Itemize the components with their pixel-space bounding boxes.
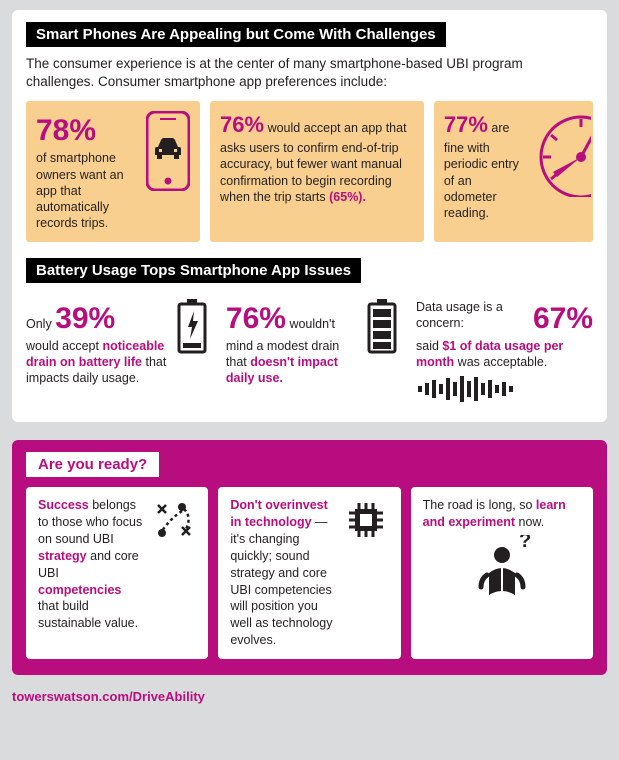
r3c: now. [515, 515, 544, 529]
c3-post: was acceptable. [454, 355, 547, 369]
card3-pct: 77% [444, 112, 488, 137]
chip-icon [343, 497, 389, 543]
c3-line: said [416, 339, 442, 353]
r1a: Success [38, 498, 89, 512]
soundwave-icon [416, 374, 526, 404]
ready-panel: Are you ready? Success belongs to those … [12, 440, 607, 675]
r3a: The road is long, so [423, 498, 536, 512]
phone-car-icon [146, 111, 190, 191]
strategy-icon [150, 497, 196, 543]
smartphone-panel: Smart Phones Are Appealing but Come With… [12, 10, 607, 422]
card2-pct2: (65%). [329, 190, 366, 204]
card-78: 78% of smartphone owners want an app tha… [26, 101, 200, 241]
c3-pre: Data usage is a concern: [416, 300, 503, 330]
r1e: competencies [38, 583, 121, 597]
c1-pre: Only [26, 317, 55, 331]
c1-l2a: would accept [26, 339, 102, 353]
ready-header: Are you ready? [26, 452, 159, 477]
reader-icon: ? [467, 535, 537, 607]
ready-card-2: Don't overinvest in technology — it's ch… [218, 487, 400, 659]
ready-card-1: Success belongs to those who focus on so… [26, 487, 208, 659]
battery-low-icon [176, 299, 208, 355]
battery-full-icon [366, 299, 398, 355]
section1-intro: The consumer experience is at the center… [26, 55, 593, 91]
card2-pct: 76% [220, 112, 264, 137]
section1-header: Smart Phones Are Appealing but Come With… [26, 22, 446, 47]
c2-pct: 76% [226, 302, 286, 335]
section2-header: Battery Usage Tops Smartphone App Issues [26, 258, 361, 283]
r1c: strategy [38, 549, 87, 563]
svg-text:?: ? [519, 535, 531, 552]
r1f: that build sustainable value. [38, 599, 138, 630]
card-77: 77% are fine with periodic entry of an o… [434, 101, 593, 241]
odometer-icon [533, 107, 591, 197]
r2b: — it's changing quickly; sound strategy … [230, 515, 332, 647]
card1-pct: 78% [36, 114, 96, 147]
footer-url: towerswatson.com/DriveAbility [12, 689, 607, 704]
c3-pct: 67% [533, 299, 593, 338]
peach-row: 78% of smartphone owners want an app tha… [26, 101, 593, 241]
card1-text: of smartphone owners want an app that au… [36, 151, 124, 230]
ready-card-3: The road is long, so learn and experimen… [411, 487, 593, 659]
c1-pct: 39% [55, 302, 115, 335]
card-76: 76% would accept an app that asks users … [210, 101, 424, 241]
battery-section: Battery Usage Tops Smartphone App Issues… [26, 258, 593, 405]
